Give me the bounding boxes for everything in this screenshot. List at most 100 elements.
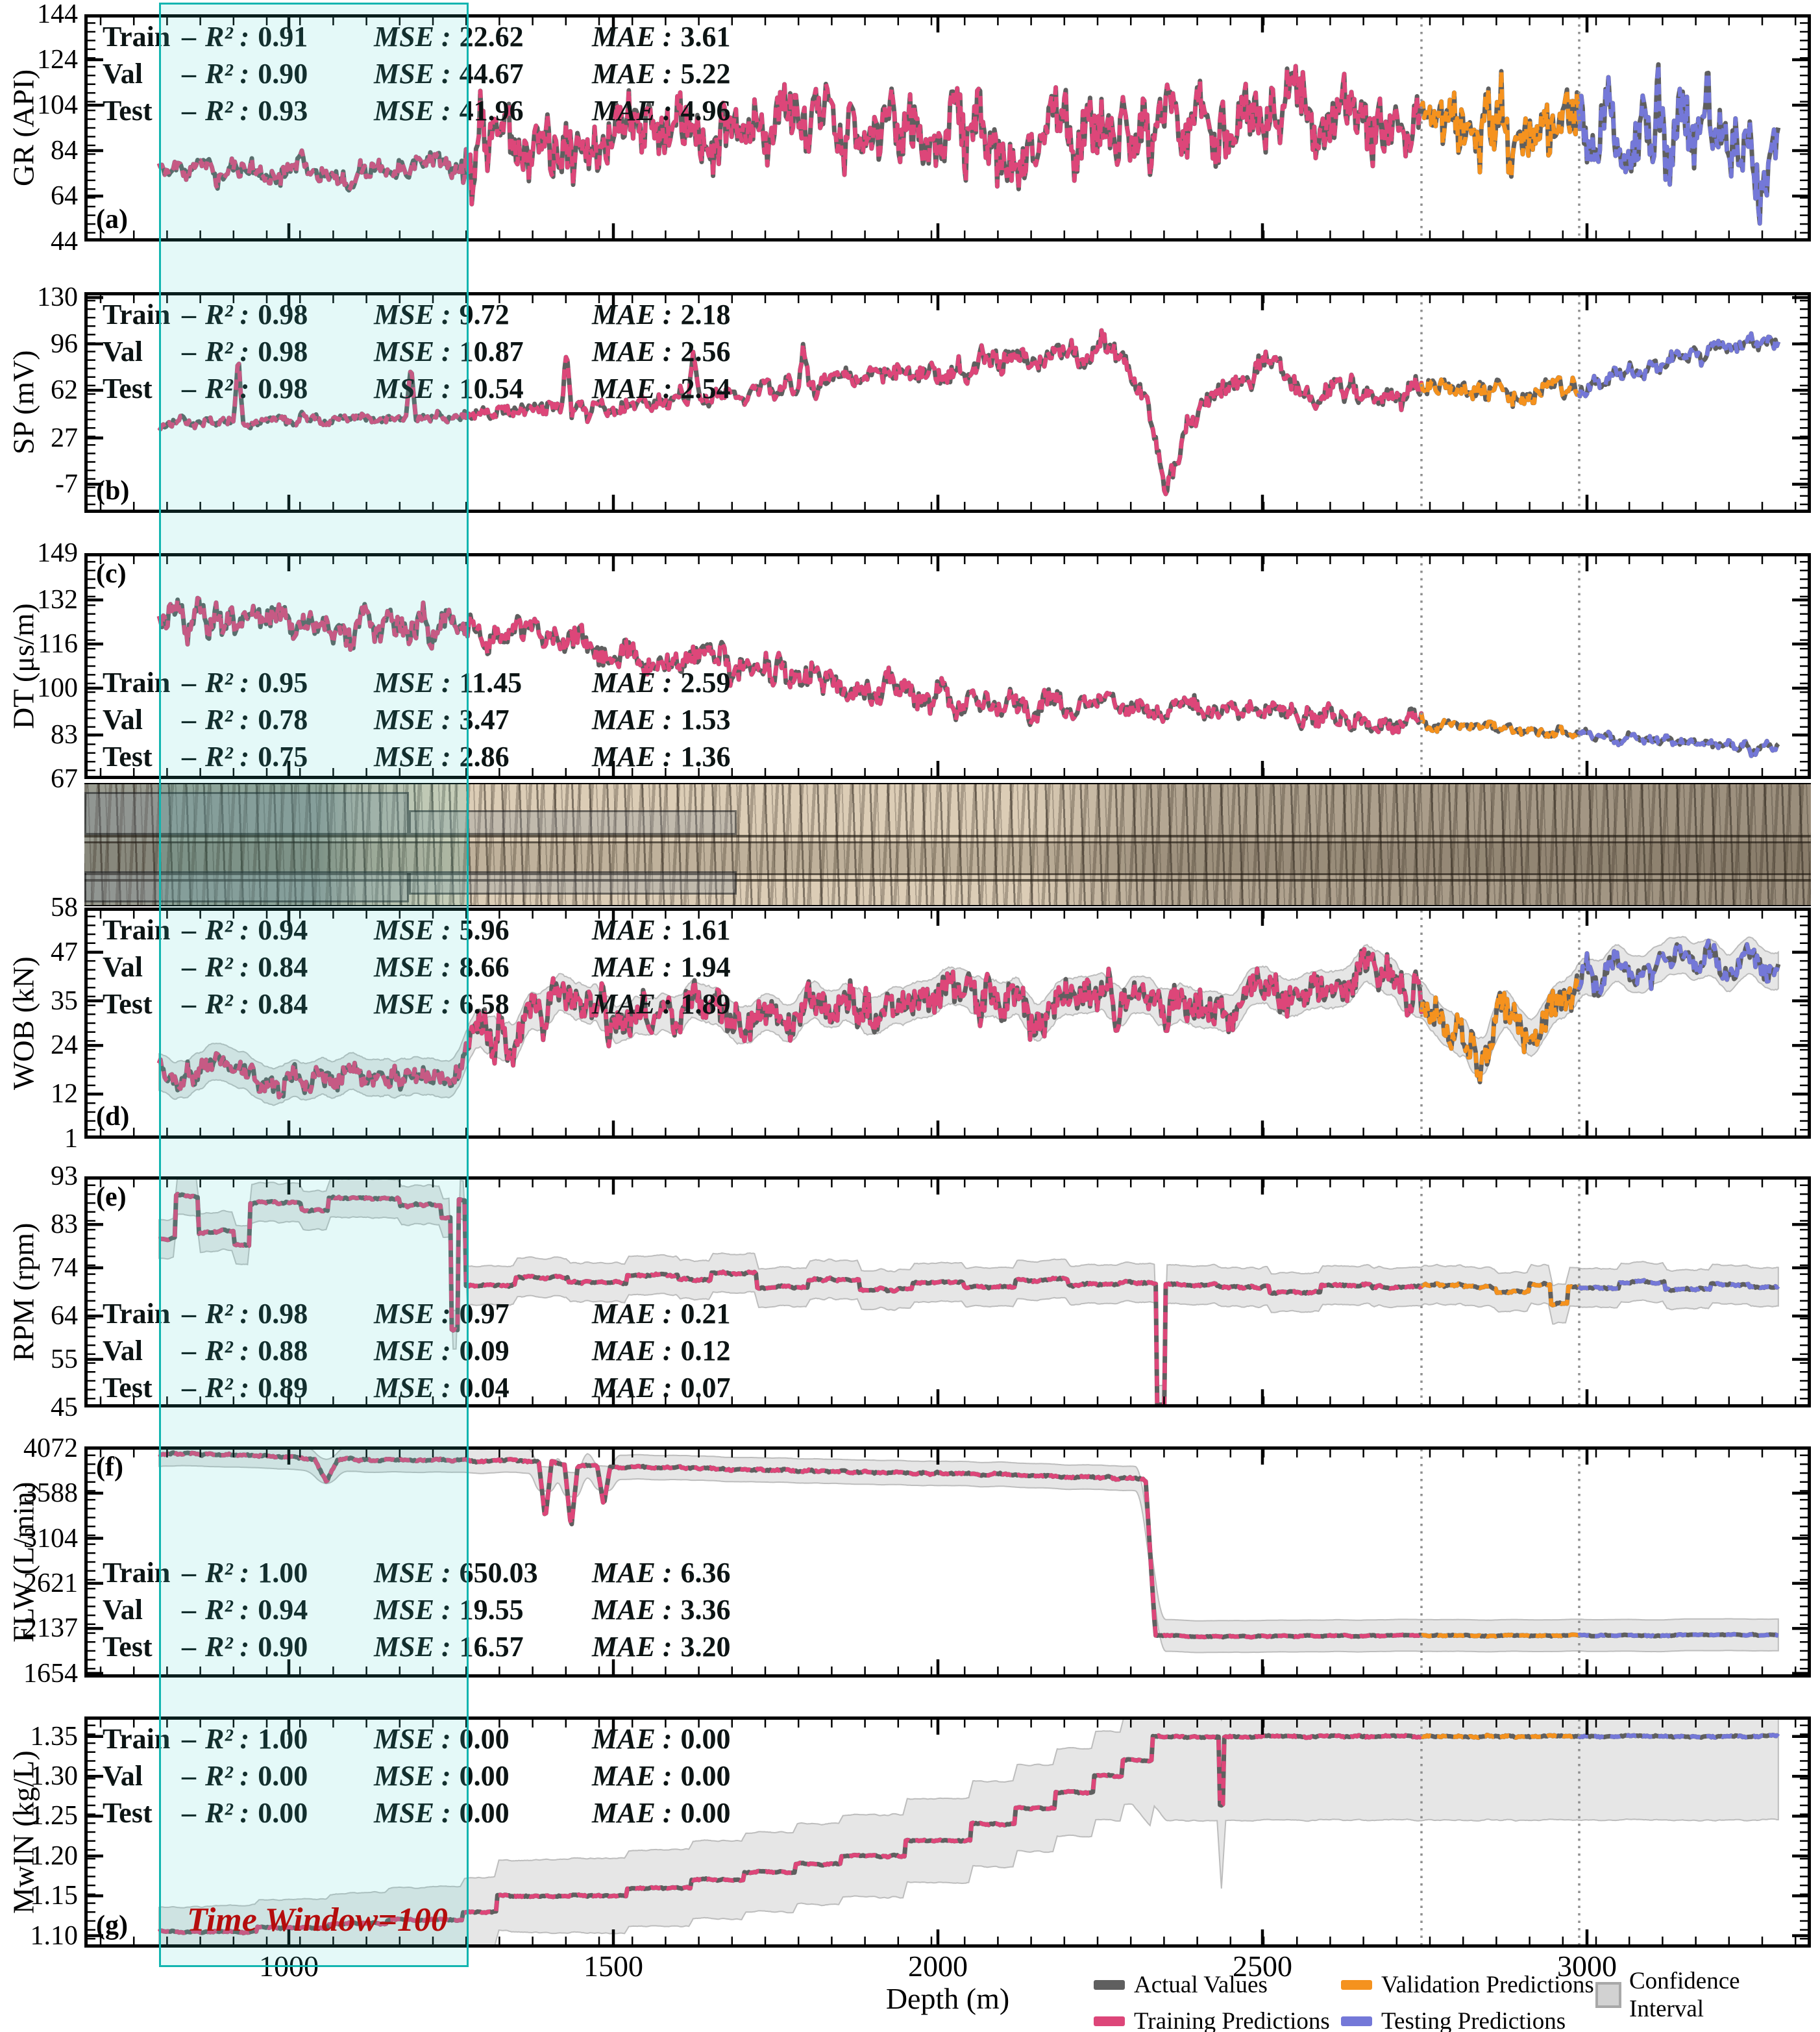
stats-block-flw: Train – R² :1.00 MSE :650.03 MAE :6.36 Val – R… — [103, 1554, 730, 1665]
split-label: Val — [103, 1335, 143, 1367]
metric-r2: R² : — [205, 704, 250, 736]
split-label: Val — [103, 704, 143, 736]
stats-block-sp: Train – R² :0.98 MSE :9.72 MAE :2.18 Val – R² … — [103, 296, 730, 407]
actual-line-swatch — [1094, 1980, 1125, 1990]
y-tick-label: 1.10 — [30, 1920, 79, 1951]
y-tick-label: 104 — [37, 90, 78, 120]
x-tick-label: 1000 — [259, 1950, 319, 1983]
metric-mae: MAE : — [592, 58, 672, 90]
stats-block-wob: Train – R² :0.94 MSE :5.96 MAE :1.61 Val – R² … — [103, 911, 730, 1022]
mse-value: 10.54 — [459, 373, 524, 404]
mae-value: 5.22 — [680, 58, 731, 90]
mae-value: 3.61 — [680, 21, 731, 53]
split-label: Test — [103, 95, 153, 127]
mse-value: 9.72 — [459, 299, 510, 330]
mae-value: 0.21 — [680, 1298, 731, 1330]
time-window-label: Time Window=100 — [187, 1902, 448, 1939]
y-tick-label: 47 — [51, 937, 78, 967]
mse-value: 41.96 — [459, 95, 524, 127]
x-tick-label: 1500 — [584, 1950, 643, 1983]
plot-area-flw — [84, 1446, 1811, 1678]
plot-area-mwin — [84, 1716, 1811, 1948]
metric-mae: MAE : — [592, 1298, 672, 1330]
y-tick-label: 93 — [51, 1161, 78, 1191]
mse-value: 0.97 — [459, 1298, 510, 1330]
metric-mse: MSE : — [374, 299, 451, 330]
mse-value: 5.96 — [459, 914, 510, 946]
y-tick-label: 58 — [51, 893, 78, 923]
x-tick-label: 2500 — [1233, 1950, 1292, 1983]
r2-value: 0.88 — [258, 1335, 308, 1367]
legend-item-actual: Actual Values — [1094, 1971, 1268, 1999]
split-label: Val — [103, 951, 143, 983]
r2-value: 0.90 — [258, 58, 308, 90]
mse-value: 44.67 — [459, 58, 524, 90]
confidence-box-swatch — [1595, 1982, 1621, 2008]
dash: – — [182, 667, 196, 699]
mse-value: 8.66 — [459, 951, 510, 983]
split-label: Val — [103, 58, 143, 90]
mse-value: 0.04 — [459, 1372, 510, 1404]
dash: – — [182, 58, 196, 90]
mse-value: 0.00 — [459, 1760, 510, 1792]
mae-value: 2.59 — [680, 667, 731, 699]
stats-row-train: Train – R² :0.95 MSE :11.45 MAE :2.59 — [103, 664, 730, 701]
panel-wob: WOB (kN) 58 47 35 24 12 1 (d) Train – R² :0.94 M… — [0, 893, 1820, 1154]
mse-value: 2.86 — [459, 741, 510, 773]
r2-value: 0.89 — [258, 1372, 308, 1404]
metric-r2: R² : — [205, 1594, 250, 1626]
dash: – — [182, 373, 196, 404]
metric-mae: MAE : — [592, 741, 672, 773]
metric-mae: MAE : — [592, 1760, 672, 1792]
dash: – — [182, 1631, 196, 1663]
metric-mae: MAE : — [592, 1335, 672, 1367]
legend-label: Actual Values — [1134, 1972, 1268, 1998]
panel-letter-a: (a) — [96, 204, 128, 234]
stats-row-train: Train – R² :0.94 MSE :5.96 MAE :1.61 — [103, 911, 730, 948]
y-tick-label: 96 — [51, 328, 78, 359]
metric-mse: MSE : — [374, 1631, 451, 1663]
panel-mwin: MwIN (kg/L) 1.35 1.30 1.25 1.20 1.15 1.10 (g)… — [0, 1716, 1820, 1951]
legend-item-testing: Testing Predictions — [1341, 2007, 1566, 2032]
metric-mse: MSE : — [374, 1557, 451, 1589]
plot-area-sp — [84, 292, 1811, 513]
dash: – — [182, 1335, 196, 1367]
zone-box-top-right — [409, 810, 737, 835]
r2-value: 0.91 — [258, 21, 308, 53]
mse-value: 22.62 — [459, 21, 524, 53]
r2-value: 0.00 — [258, 1797, 308, 1829]
split-label: Test — [103, 373, 153, 404]
dash: – — [182, 1760, 196, 1792]
mse-value: 19.55 — [459, 1594, 524, 1626]
mae-value: 1.36 — [680, 741, 731, 773]
metric-r2: R² : — [205, 988, 250, 1020]
legend-label: Validation Predictions — [1381, 1972, 1594, 1998]
stats-row-test: Test – R² :0.93 MSE :41.96 MAE :4.96 — [103, 92, 730, 129]
dash: – — [182, 741, 196, 773]
metric-mae: MAE : — [592, 1372, 672, 1404]
y-tick-label: 62 — [51, 375, 78, 406]
mae-value: 2.18 — [680, 299, 731, 330]
y-tick-labels-rpm: 93 83 74 64 55 45 — [0, 1161, 80, 1422]
x-axis-title: Depth (m) — [885, 1982, 1010, 2015]
split-label: Test — [103, 741, 153, 773]
stats-row-val: Val – R² :0.84 MSE :8.66 MAE :1.94 — [103, 948, 730, 985]
stats-row-test: Test – R² :0.84 MSE :6.58 MAE :1.89 — [103, 985, 730, 1022]
metric-mse: MSE : — [374, 741, 451, 773]
stats-row-test: Test – R² :0.90 MSE :16.57 MAE :3.20 — [103, 1628, 730, 1665]
metric-r2: R² : — [205, 1298, 250, 1330]
y-tick-label: 2137 — [23, 1613, 78, 1644]
split-label: Train — [103, 914, 171, 946]
metric-r2: R² : — [205, 1631, 250, 1663]
r2-value: 0.95 — [258, 667, 308, 699]
r2-value: 0.00 — [258, 1760, 308, 1792]
metric-mae: MAE : — [592, 1797, 672, 1829]
r2-value: 0.78 — [258, 704, 308, 736]
dash: – — [182, 988, 196, 1020]
mae-value: 2.54 — [680, 373, 731, 404]
y-tick-label: 1 — [64, 1124, 78, 1154]
y-tick-labels-dt: 149 132 116 100 83 67 — [0, 538, 80, 794]
metric-mse: MSE : — [374, 667, 451, 699]
metric-mse: MSE : — [374, 988, 451, 1020]
